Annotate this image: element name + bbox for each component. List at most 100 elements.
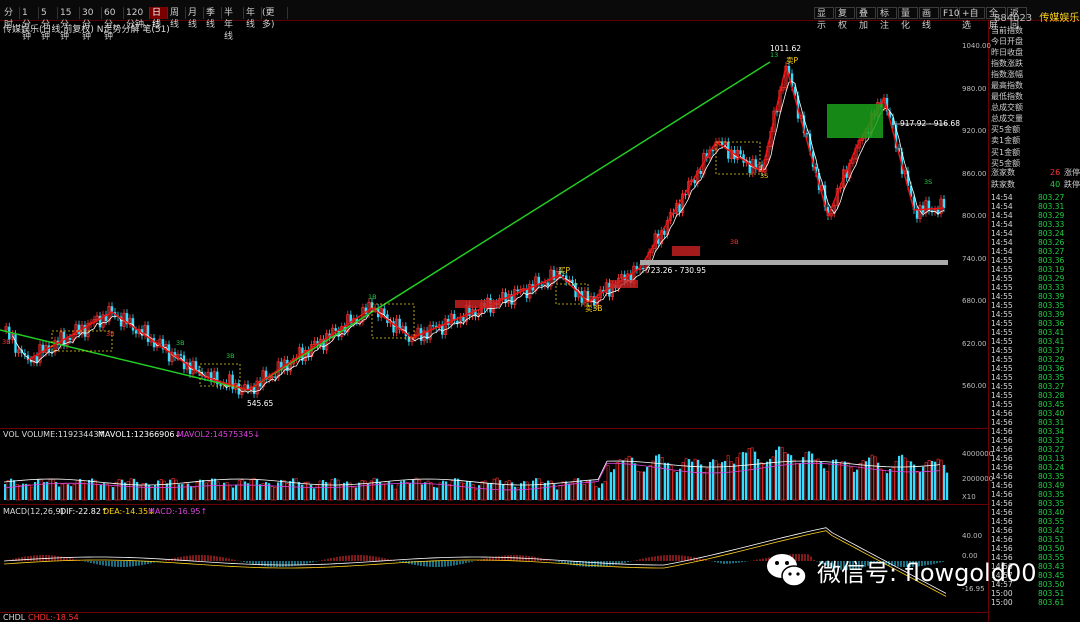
tick-price: 803.39 — [1038, 292, 1064, 301]
macd-label: MACD(12,26,9) — [3, 507, 64, 516]
toolbar-button-5[interactable]: 画线 — [919, 7, 939, 19]
volume-bar — [349, 483, 351, 500]
volume-bar — [838, 463, 840, 500]
tick-time: 14:55 — [991, 382, 1013, 391]
center-zone — [827, 104, 883, 138]
volume-bar — [376, 479, 378, 500]
period-tab-6[interactable]: 120分钟 — [124, 7, 150, 19]
period-tab-10[interactable]: 季线 — [204, 7, 222, 19]
volume-bar — [457, 479, 459, 500]
period-tab-7[interactable]: 日线 — [150, 7, 168, 19]
tick-price: 803.27 — [1038, 193, 1064, 202]
candle — [541, 285, 543, 286]
tick-row: 14:56 803.32 — [991, 436, 1079, 445]
tick-time: 14:56 — [991, 427, 1013, 436]
wechat-watermark: 微信号: flowgold00 — [765, 547, 1037, 593]
volume-bar — [67, 484, 69, 500]
period-tab-11[interactable]: 半年线 — [222, 7, 244, 19]
period-tab-5[interactable]: 60分钟 — [102, 7, 124, 19]
volume-bar — [283, 480, 285, 500]
quote-field: 指数涨跌 — [991, 58, 1023, 69]
volume-bar — [352, 487, 354, 500]
breadth-down_label: 跌家数 — [991, 179, 1015, 190]
tick-row: 14:56 803.34 — [991, 427, 1079, 436]
volume-bar — [535, 478, 537, 500]
volume-bar — [4, 484, 6, 500]
volume-bar — [292, 478, 294, 500]
volume-bar — [172, 478, 174, 500]
volume-bar — [61, 484, 63, 500]
volume-bar — [673, 472, 675, 500]
period-tab-2[interactable]: 5分钟 — [39, 7, 58, 19]
volume-bar — [232, 488, 234, 500]
toolbar-button-6[interactable]: F10 — [940, 7, 958, 19]
price-tick: 860.00 — [962, 170, 987, 178]
tick-row: 14:56 803.55 — [991, 517, 1079, 526]
amount-field: 买1金额 — [991, 147, 1020, 158]
amount-field: 卖1金额 — [991, 135, 1020, 146]
volume-bar — [154, 485, 156, 500]
volume-bar — [130, 479, 132, 500]
volume-bar — [604, 482, 606, 500]
volume-bar — [745, 453, 747, 500]
period-tab-1[interactable]: 1分钟 — [20, 7, 39, 19]
tick-row: 14:55 803.36 — [991, 319, 1079, 328]
volume-bar — [85, 484, 87, 500]
volume-bar — [112, 487, 114, 500]
candlestick-chart[interactable] — [0, 20, 988, 430]
toolbar-button-0[interactable]: 显示 — [814, 7, 834, 19]
volume-bar — [736, 458, 738, 500]
volume-bar — [361, 480, 363, 500]
breadth-up_label: 涨家数 — [991, 167, 1015, 178]
volume-bar — [442, 481, 444, 500]
period-tab-8[interactable]: 周线 — [168, 7, 186, 19]
volume-bar — [571, 483, 573, 500]
volume-bar — [826, 471, 828, 500]
volume-bar — [712, 459, 714, 500]
pivot-number-label: 3B — [176, 339, 185, 347]
tick-time: 14:54 — [991, 193, 1013, 202]
volume-bar — [373, 478, 375, 500]
volume-bar — [475, 490, 477, 500]
toolbar-button-3[interactable]: 标注 — [877, 7, 897, 19]
toolbar-button-1[interactable]: 复权 — [835, 7, 855, 19]
volume-bar — [19, 485, 21, 500]
tick-price: 803.31 — [1038, 202, 1064, 211]
watermark-text: 微信号: flowgold00 — [817, 553, 1037, 588]
trend-line — [0, 62, 770, 390]
candle — [432, 325, 434, 326]
volume-bar — [481, 482, 483, 500]
wechat-icon — [765, 550, 809, 590]
volume-bar — [487, 483, 489, 500]
volume-bar — [814, 460, 816, 500]
toolbar-button-7[interactable]: +自选 — [959, 7, 985, 19]
zigzag-line — [28, 66, 944, 390]
volume-bar — [433, 487, 435, 500]
period-tab-3[interactable]: 15分钟 — [58, 7, 80, 19]
more-periods-button[interactable]: (更多) — [260, 7, 288, 19]
toolbar-button-2[interactable]: 叠加 — [856, 7, 876, 19]
volume-bar — [676, 472, 678, 500]
volume-bar — [394, 489, 396, 500]
volume-bar — [157, 481, 159, 500]
volume-bar — [28, 485, 30, 500]
volume-bar — [247, 483, 249, 500]
period-tab-9[interactable]: 月线 — [186, 7, 204, 19]
toolbar-button-4[interactable]: 量化 — [898, 7, 918, 19]
volume-bar — [370, 481, 372, 500]
volume-bar — [850, 467, 852, 500]
volume-bar — [235, 485, 237, 500]
tick-price: 803.19 — [1038, 265, 1064, 274]
period-tab-4[interactable]: 30分钟 — [80, 7, 102, 19]
volume-bar — [70, 486, 72, 500]
volume-bar — [874, 457, 876, 500]
period-tab-0[interactable]: 分时 — [2, 7, 20, 19]
volume-bar — [313, 488, 315, 500]
volume-bar — [142, 483, 144, 500]
pivot-number-label: 3B — [226, 352, 235, 360]
volume-bar — [883, 471, 885, 500]
tick-price: 803.55 — [1038, 517, 1064, 526]
volume-bar — [478, 485, 480, 500]
candle — [916, 210, 918, 219]
tick-time: 14:56 — [991, 436, 1013, 445]
